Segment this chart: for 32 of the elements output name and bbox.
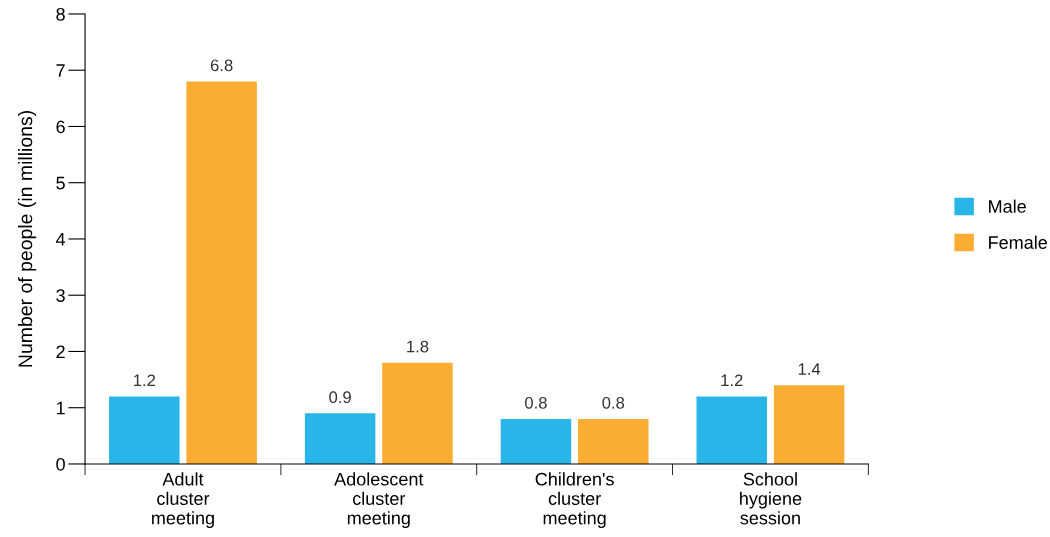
bar [382,362,453,464]
bar [500,418,572,464]
x-tick-label: Children's cluster meeting [535,472,614,529]
y-tick-label: 5 [56,176,65,190]
x-tick-label: Adolescent cluster meeting [334,472,424,529]
data-label: 1.2 [721,374,743,387]
data-label: 1.4 [798,363,821,375]
y-axis-title: Number of people (in millions) [17,111,37,367]
y-tick-label: 4 [55,233,66,246]
bar [696,396,768,464]
data-label: 0.8 [525,396,547,409]
y-tick-label: 6 [56,120,65,134]
data-label: 1.2 [133,374,156,387]
x-tick-label: Adult cluster meeting [152,472,214,529]
bar [304,413,376,464]
y-tick-label: 8 [56,7,65,21]
y-tick-label: 0 [56,457,65,471]
y-tick-label: 2 [56,345,65,359]
data-label: 1.8 [407,340,429,353]
x-tick-label: School hygiene session [740,472,802,525]
data-label: 6.8 [210,59,233,72]
bar [578,418,649,464]
bar [186,81,257,464]
bar [773,385,845,464]
y-tick-label: 3 [56,289,65,302]
data-label: 0.8 [602,396,625,409]
y-tick-label: 7 [56,64,65,77]
legend-label: Male [989,199,1026,213]
legend-label: Female [989,235,1047,249]
y-tick-label: 1 [56,401,65,415]
data-label: 0.9 [329,391,351,404]
bar [109,396,180,464]
